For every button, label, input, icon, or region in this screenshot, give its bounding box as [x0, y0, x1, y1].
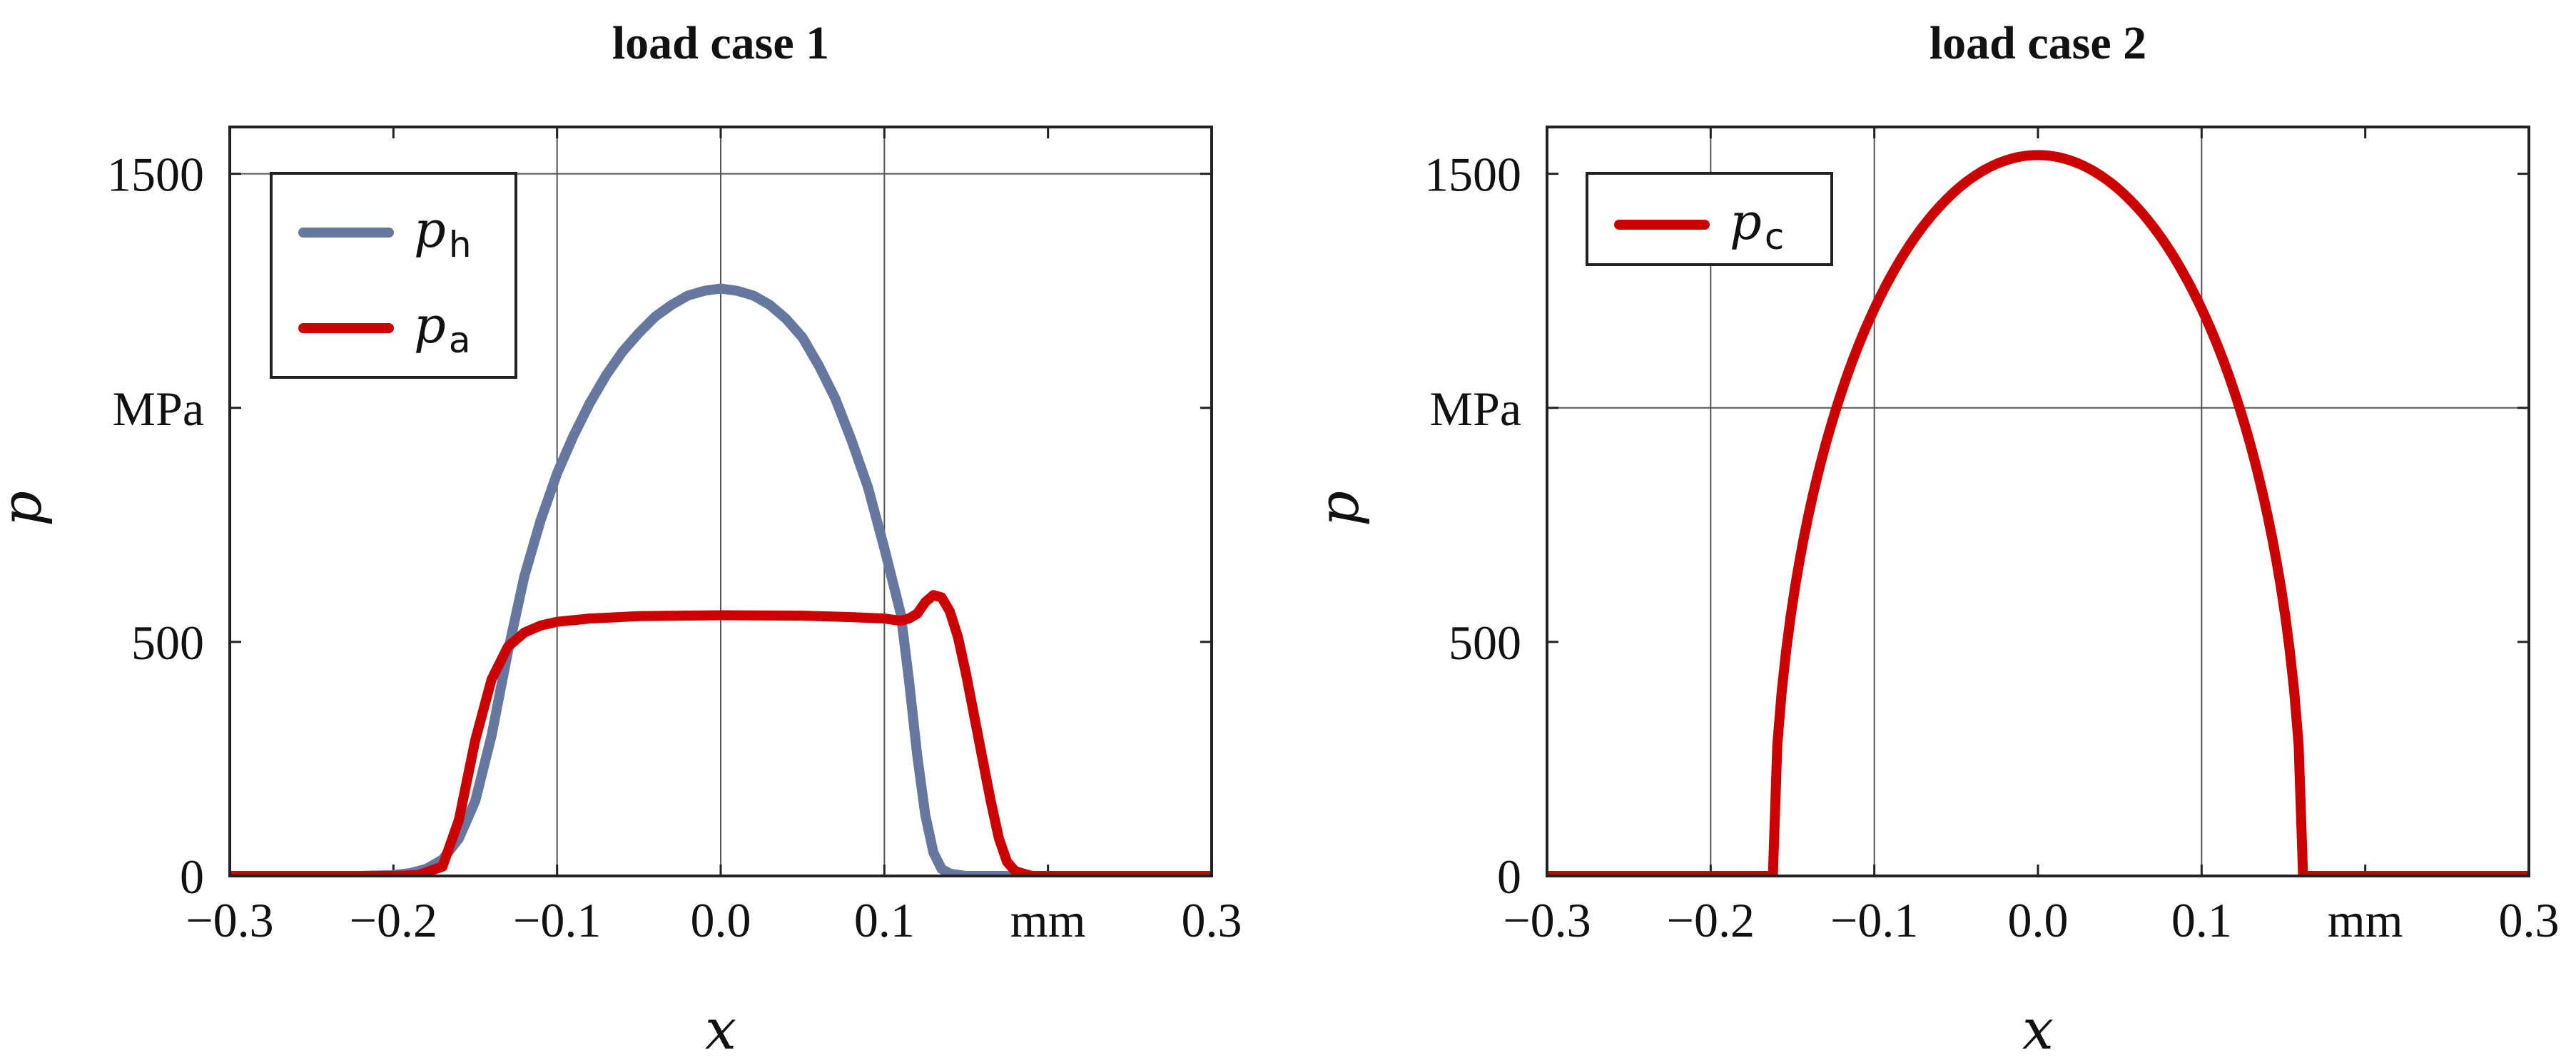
x-tick-label: 0.0: [691, 893, 751, 947]
chart-title: load case 2: [1930, 17, 2146, 69]
y-tick-label: 500: [1449, 616, 1521, 670]
x-axis-label: x: [705, 998, 736, 1060]
x-tick-label: −0.2: [350, 893, 437, 947]
chart-panel-load-case-2: load case 2 −0.3 −0.2 −0.1 0.0 0.1 mm 0.3 0 500 MP…: [1307, 17, 2560, 1060]
y-tick-label: 500: [131, 616, 204, 670]
y-tick-label: MPa: [1430, 382, 1521, 436]
x-tick-label: 0.1: [854, 893, 915, 947]
y-tick-label: MPa: [113, 382, 204, 436]
x-tick-label: −0.2: [1667, 893, 1755, 947]
x-tick-label: −0.3: [186, 893, 273, 947]
legend-box: [270, 172, 517, 379]
x-axis-label: x: [2022, 998, 2054, 1060]
y-tick-label: 0: [1497, 850, 1521, 904]
x-tick-label: −0.3: [1503, 893, 1591, 947]
x-tick-label: 0.3: [2499, 893, 2560, 947]
y-axis-label: p: [1307, 491, 1371, 526]
x-tick-label: mm: [1010, 893, 1086, 947]
legend-label: pa: [414, 296, 470, 361]
chart-title: load case 1: [612, 17, 829, 69]
series-line-pc: [1547, 150, 2529, 876]
x-tick-label: 0.1: [2171, 893, 2232, 947]
chart-panel-load-case-1: load case 1 −0.3 −0.2 −0.1 0.0 0.1 mm 0.3 0 500 MP…: [0, 17, 1242, 1060]
legend: pc: [1586, 172, 1833, 266]
y-tick-label: 1500: [1424, 148, 1521, 202]
legend-box: [1586, 172, 1833, 266]
plot-frame: [1546, 126, 2530, 877]
y-tick-label: 0: [180, 850, 204, 904]
series-line-ph: [230, 283, 1212, 876]
y-axis-label: p: [0, 491, 54, 526]
x-tick-label: −0.1: [513, 893, 601, 947]
x-tick-label: 0.0: [2008, 893, 2069, 947]
y-tick-label: 1500: [107, 148, 204, 202]
series-line-pa: [230, 590, 1212, 876]
plot-frame: [228, 126, 1213, 877]
x-tick-label: 0.3: [1182, 893, 1242, 947]
x-tick-label: mm: [2328, 893, 2403, 947]
x-tick-label: −0.1: [1830, 893, 1918, 947]
